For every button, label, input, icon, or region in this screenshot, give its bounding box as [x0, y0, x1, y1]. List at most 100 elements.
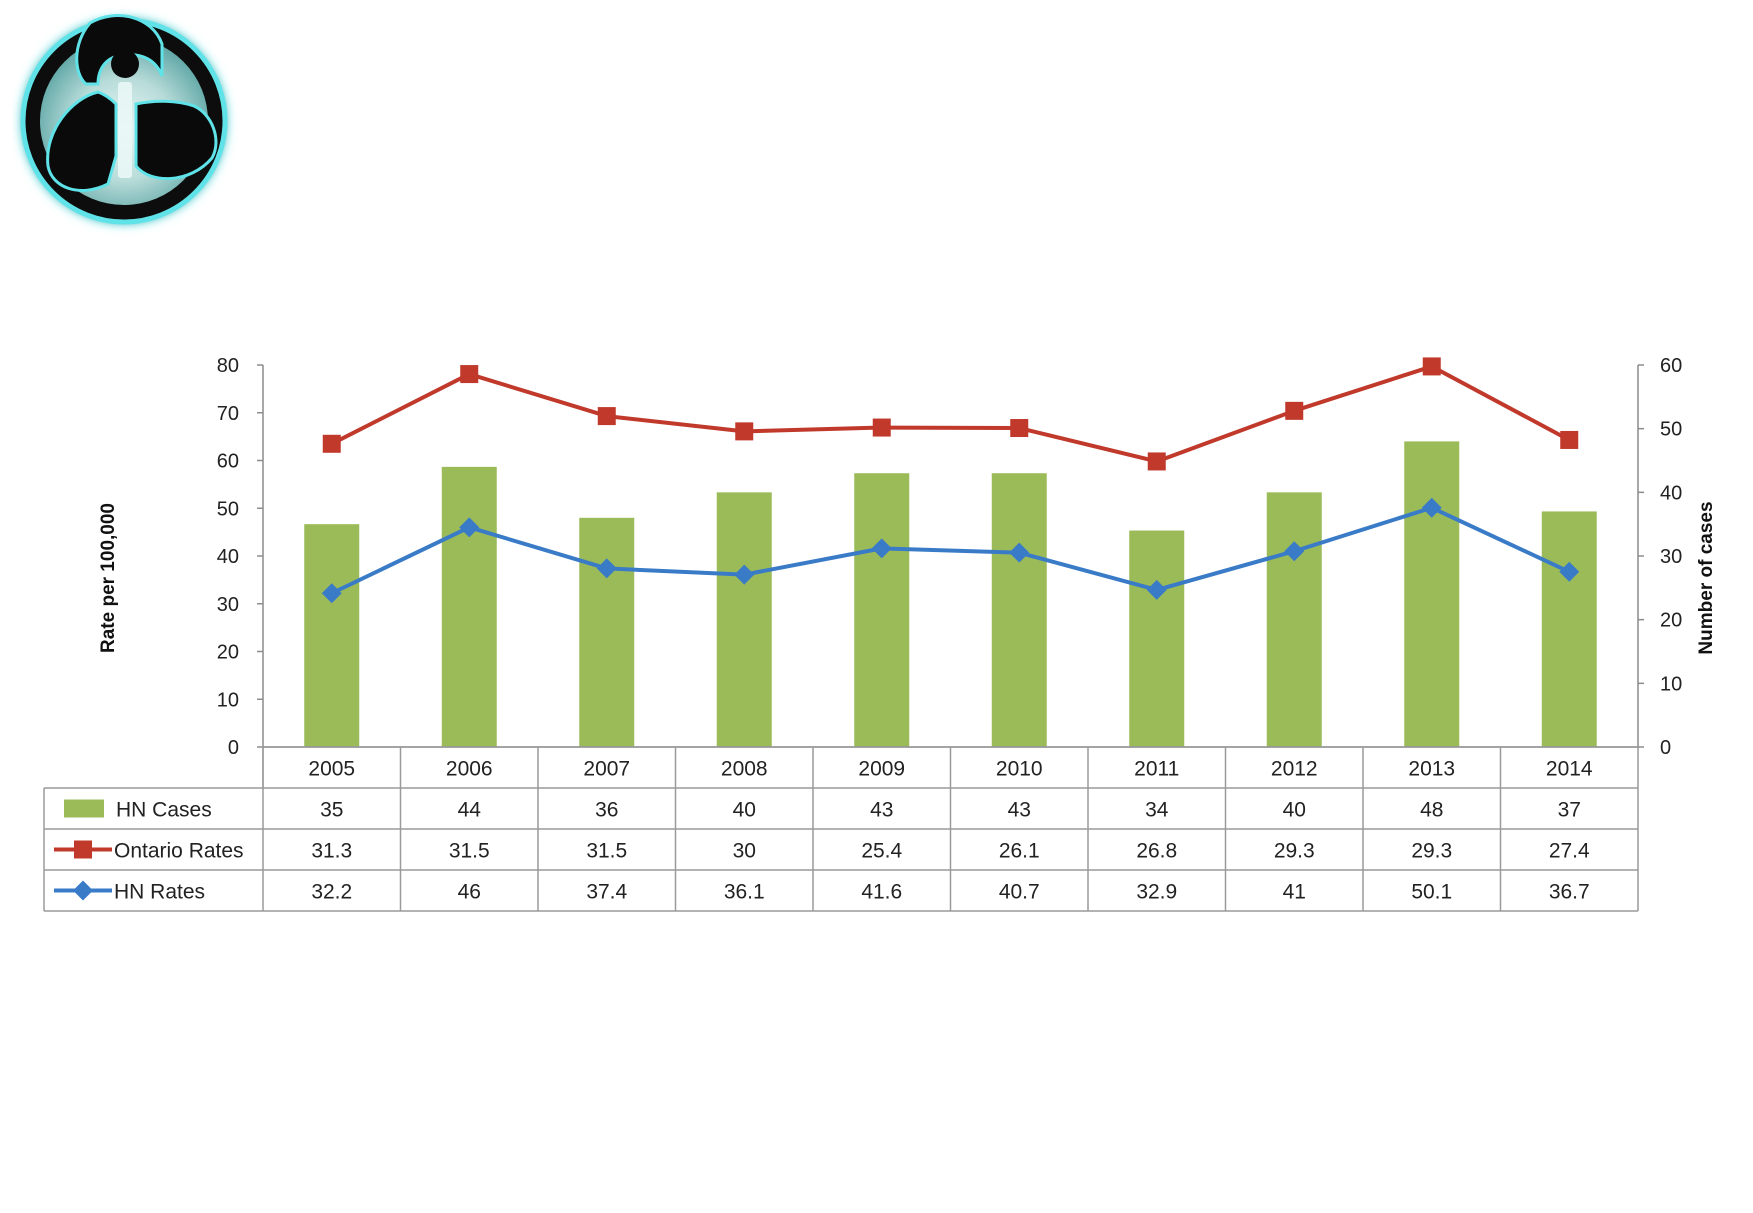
- x-tick-label: 2007: [583, 758, 630, 781]
- marker-hn-rates: [459, 517, 480, 538]
- data-label: 41: [1283, 881, 1306, 904]
- data-label: 32.2: [311, 881, 352, 904]
- marker-hn-rates: [1284, 541, 1305, 562]
- y-tick-label-left: 30: [217, 594, 239, 616]
- data-label: 36.1: [724, 881, 765, 904]
- marker-ontario-rates: [872, 418, 891, 437]
- data-label: 31.5: [586, 840, 627, 863]
- axes-layer: 0 10 20 30 40 50 60 70 80 0 10 20 30 40 50 60: [217, 355, 1683, 759]
- logo-emblem: [12, 6, 262, 256]
- data-label: 27.4: [1549, 840, 1590, 863]
- marker-hn-rates: [321, 583, 342, 604]
- y-tick-label-left: 70: [217, 403, 239, 425]
- bar-hn-cases: [1541, 511, 1597, 747]
- data-label: 29.3: [1274, 840, 1315, 863]
- data-label: 29.3: [1411, 840, 1452, 863]
- marker-ontario-rates: [1147, 452, 1166, 471]
- legend-marker-ontario-rates: [74, 840, 92, 859]
- marker-ontario-rates: [735, 422, 754, 441]
- bars-layer: [304, 441, 1597, 747]
- lines-layer: [321, 357, 1580, 604]
- x-tick-label: 2008: [721, 758, 768, 781]
- marker-ontario-rates: [1010, 419, 1029, 438]
- data-label: 37.4: [586, 881, 627, 904]
- y-tick-label-right: 50: [1660, 419, 1682, 441]
- x-tick-label: 2013: [1408, 758, 1455, 781]
- y-tick-label-right: 20: [1660, 610, 1682, 632]
- x-tick-label: 2012: [1271, 758, 1318, 781]
- data-label: 40: [733, 799, 756, 822]
- data-label: 30: [733, 840, 756, 863]
- marker-hn-rates: [871, 538, 892, 559]
- legend-label: HN Rates: [114, 881, 205, 904]
- legend-swatch-hn-cases: [64, 799, 104, 818]
- bar-hn-cases: [304, 524, 360, 747]
- y-axis-title-right: Number of cases: [1696, 501, 1717, 654]
- data-label: 46: [458, 881, 481, 904]
- x-tick-label: 2006: [446, 758, 493, 781]
- y-tick-label-left: 20: [217, 642, 239, 664]
- legend-label: HN Cases: [116, 799, 212, 822]
- marker-hn-rates: [734, 564, 755, 585]
- data-label: 44: [458, 799, 482, 822]
- x-tick-label: 2014: [1546, 758, 1593, 781]
- y-axis-title-left: Rate per 100,000: [98, 503, 119, 653]
- marker-hn-rates: [596, 558, 617, 579]
- marker-hn-rates: [1009, 542, 1030, 563]
- data-label: 26.1: [999, 840, 1040, 863]
- marker-ontario-rates: [460, 365, 479, 384]
- line-hn-rates: [330, 505, 1571, 596]
- y-tick-label-right: 0: [1660, 737, 1671, 759]
- y-tick-label-left: 80: [217, 355, 239, 377]
- marker-hn-rates: [1559, 561, 1580, 582]
- x-tick-label: 2009: [858, 758, 905, 781]
- data-label: 26.8: [1136, 840, 1177, 863]
- data-label: 40.7: [999, 881, 1040, 904]
- bar-hn-cases: [854, 473, 910, 747]
- data-label: 43: [870, 799, 893, 822]
- bar-hn-cases: [1129, 530, 1185, 747]
- y-tick-label-right: 30: [1660, 546, 1682, 568]
- data-table: 2005 2006 2007 2008 2009 2010 2011 2012 2013 2014…: [43, 746, 1639, 912]
- data-label: 36.7: [1549, 881, 1590, 904]
- marker-ontario-rates: [597, 407, 616, 426]
- data-label: 31.5: [449, 840, 490, 863]
- data-label: 31.3: [311, 840, 352, 863]
- marker-hn-rates: [1146, 579, 1167, 600]
- bar-hn-cases: [991, 473, 1047, 747]
- data-label: 43: [1008, 799, 1031, 822]
- marker-ontario-rates: [1560, 430, 1579, 449]
- data-label: 37: [1558, 799, 1581, 822]
- data-label: 35: [320, 799, 343, 822]
- x-tick-label: 2011: [1134, 758, 1179, 781]
- y-tick-label-left: 10: [217, 689, 239, 711]
- y-tick-label-right: 10: [1660, 673, 1682, 695]
- data-label: 48: [1420, 799, 1443, 822]
- legend-label: Ontario Rates: [114, 840, 244, 863]
- info-person-icon: [20, 14, 228, 225]
- y-tick-label-right: 40: [1660, 482, 1682, 504]
- data-label: 50.1: [1411, 881, 1452, 904]
- marker-ontario-rates: [1285, 401, 1304, 420]
- x-tick-label: 2010: [996, 758, 1043, 781]
- data-label: 36: [595, 799, 618, 822]
- data-label: 40: [1283, 799, 1306, 822]
- legend-marker-hn-rates: [73, 880, 93, 901]
- bar-hn-cases: [1404, 441, 1460, 747]
- marker-hn-rates: [1421, 497, 1442, 518]
- data-label: 25.4: [861, 840, 902, 863]
- y-tick-label-left: 50: [217, 498, 239, 520]
- x-tick-label: 2005: [308, 758, 355, 781]
- y-tick-label-right: 60: [1660, 355, 1682, 377]
- y-tick-label-left: 0: [228, 737, 239, 759]
- bar-hn-cases: [1266, 492, 1322, 747]
- bar-hn-cases: [441, 466, 497, 747]
- data-label: 32.9: [1136, 881, 1177, 904]
- data-label: 41.6: [861, 881, 902, 904]
- marker-ontario-rates: [322, 434, 341, 453]
- y-tick-label-left: 60: [217, 451, 239, 473]
- y-tick-label-left: 40: [217, 546, 239, 568]
- bar-hn-cases: [716, 492, 772, 747]
- marker-ontario-rates: [1422, 357, 1441, 376]
